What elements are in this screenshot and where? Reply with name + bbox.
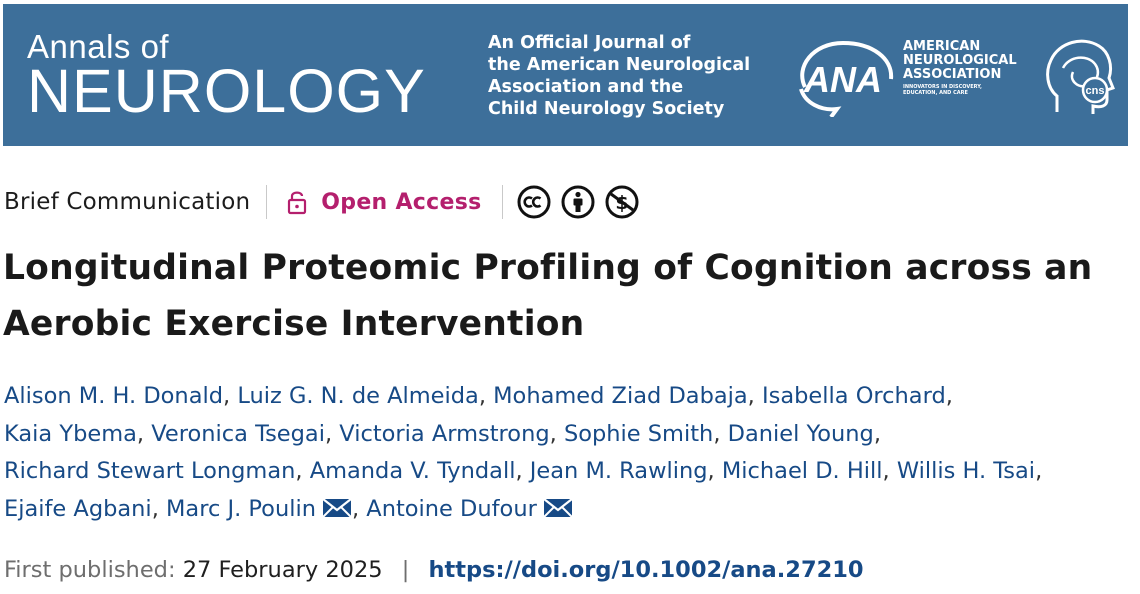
lock-open-icon bbox=[288, 191, 307, 215]
author-link[interactable]: Isabella Orchard bbox=[761, 383, 946, 409]
published-separator: | bbox=[401, 557, 410, 583]
email-icon[interactable] bbox=[322, 497, 352, 518]
ana-abbrev: ANA bbox=[803, 59, 882, 100]
article-title: Longitudinal Proteomic Profiling of Cogn… bbox=[3, 240, 1140, 352]
open-access-label: Open Access bbox=[321, 189, 482, 215]
official-line: the American Neurological bbox=[488, 55, 751, 75]
author-link[interactable]: Sophie Smith bbox=[563, 420, 714, 447]
divider bbox=[501, 185, 503, 219]
by-icon[interactable] bbox=[561, 185, 595, 219]
article-meta-row: Brief Communication Open Access bbox=[4, 183, 639, 221]
author-list: Alison M. H. Donald, Luiz G. N. de Almei… bbox=[4, 378, 1134, 528]
author-separator: , bbox=[223, 383, 238, 409]
open-access-badge[interactable]: Open Access bbox=[287, 189, 481, 215]
author-link[interactable]: Alison M. H. Donald bbox=[4, 383, 224, 409]
official-line: An Official Journal of bbox=[488, 33, 691, 53]
author-link[interactable]: Ejaife Agbani bbox=[4, 495, 152, 522]
journal-name-large: NEUROLOGY bbox=[27, 57, 426, 125]
license-icons[interactable]: $ bbox=[517, 185, 639, 219]
author-separator: , bbox=[945, 383, 953, 409]
official-journal-text: An Official Journal of the American Neur… bbox=[488, 32, 768, 120]
cns-abbrev: cns bbox=[1086, 85, 1105, 97]
author-separator: , bbox=[515, 458, 530, 484]
email-icon[interactable] bbox=[543, 497, 573, 518]
author-link[interactable]: Kaia Ybema bbox=[4, 420, 137, 447]
author-separator: , bbox=[136, 420, 152, 447]
author-link[interactable]: Luiz G. N. de Almeida bbox=[237, 383, 479, 409]
author-link[interactable]: Michael D. Hill bbox=[721, 458, 883, 484]
author-separator: , bbox=[549, 420, 564, 447]
author-link[interactable]: Victoria Armstrong bbox=[339, 420, 550, 447]
author-separator: , bbox=[713, 420, 728, 447]
author-link[interactable]: Mohamed Ziad Dabaja bbox=[493, 383, 748, 409]
author-link[interactable]: Richard Stewart Longman bbox=[4, 458, 296, 484]
ana-tagline: INNOVATORS IN DISCOVERY, EDUCATION, AND … bbox=[903, 84, 982, 96]
author-separator: , bbox=[151, 495, 166, 522]
author-separator: , bbox=[295, 458, 310, 484]
author-separator: , bbox=[747, 383, 762, 409]
author-separator: , bbox=[478, 383, 494, 409]
official-line: Child Neurology Society bbox=[488, 99, 725, 119]
author-link[interactable]: Daniel Young bbox=[727, 420, 874, 447]
author-separator: , bbox=[324, 420, 340, 447]
author-separator: , bbox=[351, 495, 367, 522]
official-line: Association and the bbox=[488, 77, 684, 97]
journal-logo[interactable]: Annals of NEUROLOGY bbox=[27, 28, 426, 125]
ana-name-line: NEUROLOGICAL bbox=[903, 53, 1017, 68]
author-link[interactable]: Amanda V. Tyndall bbox=[309, 458, 516, 484]
author-link[interactable]: Antoine Dufour bbox=[366, 495, 537, 522]
nc-icon[interactable]: $ bbox=[605, 185, 639, 219]
doi-link[interactable]: https://doi.org/10.1002/ana.27210 bbox=[428, 557, 864, 583]
published-label: First published: bbox=[4, 557, 176, 583]
cc-icon[interactable] bbox=[517, 185, 551, 219]
journal-name-small: Annals of bbox=[27, 28, 170, 65]
author-link[interactable]: Willis H. Tsai bbox=[896, 458, 1036, 484]
author-separator: , bbox=[1035, 458, 1043, 484]
published-date: 27 February 2025 bbox=[182, 557, 383, 583]
divider bbox=[266, 185, 268, 219]
cns-logo[interactable]: cns bbox=[1043, 32, 1115, 120]
ana-logo[interactable]: ANA bbox=[791, 37, 899, 117]
article-title-line: Longitudinal Proteomic Profiling of Cogn… bbox=[3, 248, 1093, 288]
ana-name-line: AMERICAN bbox=[903, 39, 981, 54]
author-separator: , bbox=[707, 458, 722, 484]
article-title-line: Aerobic Exercise Intervention bbox=[3, 304, 585, 344]
ana-name-line: ASSOCIATION bbox=[903, 67, 1002, 82]
article-type: Brief Communication bbox=[4, 189, 251, 215]
author-link[interactable]: Marc J. Poulin bbox=[166, 495, 316, 522]
publication-info: First published: 27 February 2025 | http… bbox=[4, 557, 864, 583]
author-link[interactable]: Jean M. Rawling bbox=[529, 458, 708, 484]
author-link[interactable]: Veronica Tsegai bbox=[151, 420, 325, 447]
ana-name: AMERICAN NEUROLOGICAL ASSOCIATION INNOVA… bbox=[903, 39, 1017, 97]
author-separator: , bbox=[882, 458, 897, 484]
author-separator: , bbox=[873, 420, 881, 447]
journal-banner[interactable]: Annals of NEUROLOGY An Official Journal … bbox=[3, 4, 1128, 146]
